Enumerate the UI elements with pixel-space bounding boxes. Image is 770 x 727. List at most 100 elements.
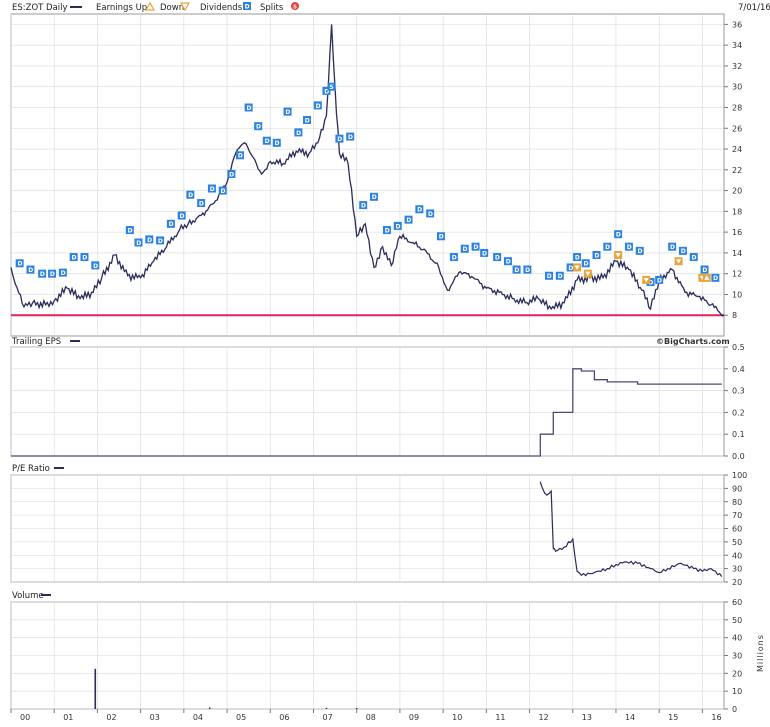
dividend-marker bbox=[177, 211, 186, 220]
pe-grid bbox=[10, 474, 724, 583]
dividend-marker-label: D bbox=[473, 244, 478, 251]
volume-axis-label: Millions bbox=[756, 634, 765, 672]
x-tick-label: 08 bbox=[366, 713, 376, 722]
split-marker-label: S bbox=[329, 84, 333, 91]
volume-bar bbox=[355, 708, 358, 709]
dividend-marker bbox=[322, 86, 331, 95]
earnings-up-arrow bbox=[704, 275, 710, 280]
pe-series-line bbox=[539, 481, 723, 577]
pe-y-tick-label: 20 bbox=[732, 578, 742, 587]
pe-y-tick-label: 40 bbox=[732, 551, 742, 560]
dividend-marker-label: D bbox=[670, 244, 675, 251]
dividend-marker-label: D bbox=[348, 134, 353, 141]
price-y-tick-label: 24 bbox=[732, 145, 742, 154]
dividend-marker-label: D bbox=[439, 234, 444, 241]
volume-y-tick-label: 10 bbox=[732, 687, 742, 696]
dividend-marker bbox=[26, 265, 35, 274]
dividend-marker bbox=[711, 273, 720, 282]
dividend-marker-label: D bbox=[28, 267, 33, 274]
price-y-tick-label: 8 bbox=[732, 311, 737, 320]
x-tick-label: 09 bbox=[409, 713, 419, 722]
dividend-marker-label: D bbox=[285, 109, 290, 116]
dividend-marker-label: D bbox=[605, 244, 610, 251]
price-series-line bbox=[10, 24, 725, 317]
triangle-down-icon bbox=[179, 2, 191, 12]
dividend-marker bbox=[635, 246, 644, 255]
dividend-marker-label: D bbox=[495, 254, 500, 261]
dividend-marker bbox=[668, 242, 677, 251]
volume-panel: Volume 0 10 20 30 40 50 60 Millions bbox=[10, 591, 765, 714]
eps-y-tick-label: 0.5 bbox=[732, 343, 745, 352]
dividend-marker bbox=[125, 226, 134, 235]
dividend-marker-label: D bbox=[256, 124, 261, 131]
dividend-marker bbox=[134, 238, 143, 247]
price-y-tick-label: 32 bbox=[732, 62, 742, 71]
legend-down-label: Down bbox=[160, 3, 184, 13]
dividend-marker-label: D bbox=[128, 227, 133, 234]
dividend-marker-label: D bbox=[238, 153, 243, 160]
x-tick-label: 05 bbox=[236, 713, 246, 722]
legend-earnings-up-label: Earnings Up bbox=[96, 3, 147, 13]
dividend-marker bbox=[283, 107, 292, 116]
dividend-marker-label: D bbox=[692, 254, 697, 261]
dividend-marker-label: D bbox=[627, 244, 632, 251]
price-y-tick-label: 28 bbox=[732, 103, 742, 112]
eps-panel-title: Trailing EPS bbox=[11, 337, 61, 347]
dividend-marker-label: D bbox=[40, 271, 45, 278]
split-marker bbox=[327, 82, 336, 91]
dividend-marker-label: D bbox=[179, 213, 184, 220]
dividend-marker-label: D bbox=[82, 254, 87, 261]
x-tick-label: 13 bbox=[582, 713, 592, 722]
dividend-marker bbox=[254, 122, 263, 131]
volume-y-tick-label: 40 bbox=[732, 634, 742, 643]
dividend-marker bbox=[523, 265, 532, 274]
eps-y-tick-label: 0.2 bbox=[732, 408, 745, 417]
eps-grid bbox=[10, 346, 724, 457]
svg-text:S: S bbox=[293, 4, 297, 10]
dividend-marker bbox=[335, 134, 344, 143]
dividend-marker bbox=[236, 151, 245, 160]
dividend-marker bbox=[58, 268, 67, 277]
dividend-marker bbox=[404, 215, 413, 224]
dividend-marker bbox=[227, 169, 236, 178]
dividend-marker bbox=[426, 209, 435, 218]
dividend-marker bbox=[382, 226, 391, 235]
earnings-down-arrow bbox=[585, 271, 591, 277]
dividend-marker-label: D bbox=[305, 117, 310, 124]
dividend-marker-label: D bbox=[452, 254, 457, 261]
dividend-marker-label: D bbox=[713, 275, 718, 282]
dividend-marker bbox=[503, 257, 512, 266]
dividend-marker bbox=[555, 271, 564, 280]
volume-y-tick-label: 60 bbox=[732, 598, 742, 607]
dividend-marker bbox=[436, 232, 445, 241]
x-tick-label: 16 bbox=[711, 713, 721, 722]
x-tick-label: 14 bbox=[625, 713, 635, 722]
dividend-marker-label: D bbox=[136, 240, 141, 247]
dividend-marker-label: D bbox=[584, 261, 589, 268]
dividend-marker bbox=[449, 253, 458, 262]
eps-y-tick-label: 0.1 bbox=[732, 430, 745, 439]
price-y-tick-label: 12 bbox=[732, 270, 742, 279]
dividend-marker bbox=[166, 219, 175, 228]
dividend-marker bbox=[197, 199, 206, 208]
dividend-marker bbox=[689, 253, 698, 262]
dividend-marker bbox=[145, 235, 154, 244]
volume-bar bbox=[325, 707, 328, 709]
dividend-marker bbox=[573, 253, 582, 262]
dividend-marker bbox=[460, 244, 469, 253]
x-tick-label: 07 bbox=[322, 713, 332, 722]
price-y-tick-label: 30 bbox=[732, 83, 742, 92]
dividend-marker-label: D bbox=[681, 248, 686, 255]
dividend-marker-label: D bbox=[702, 267, 707, 274]
dividend-marker bbox=[262, 136, 271, 145]
dividend-marker-label: D bbox=[616, 232, 621, 239]
x-tick-label: 15 bbox=[668, 713, 678, 722]
dividend-marker-label: D bbox=[324, 88, 329, 95]
dividend-marker-label: D bbox=[93, 263, 98, 270]
dividend-marker-label: D bbox=[199, 200, 204, 207]
dividend-marker bbox=[415, 205, 424, 214]
dividend-marker bbox=[592, 250, 601, 259]
pe-y-tick-label: 50 bbox=[732, 538, 742, 547]
dividend-marker bbox=[700, 265, 709, 274]
